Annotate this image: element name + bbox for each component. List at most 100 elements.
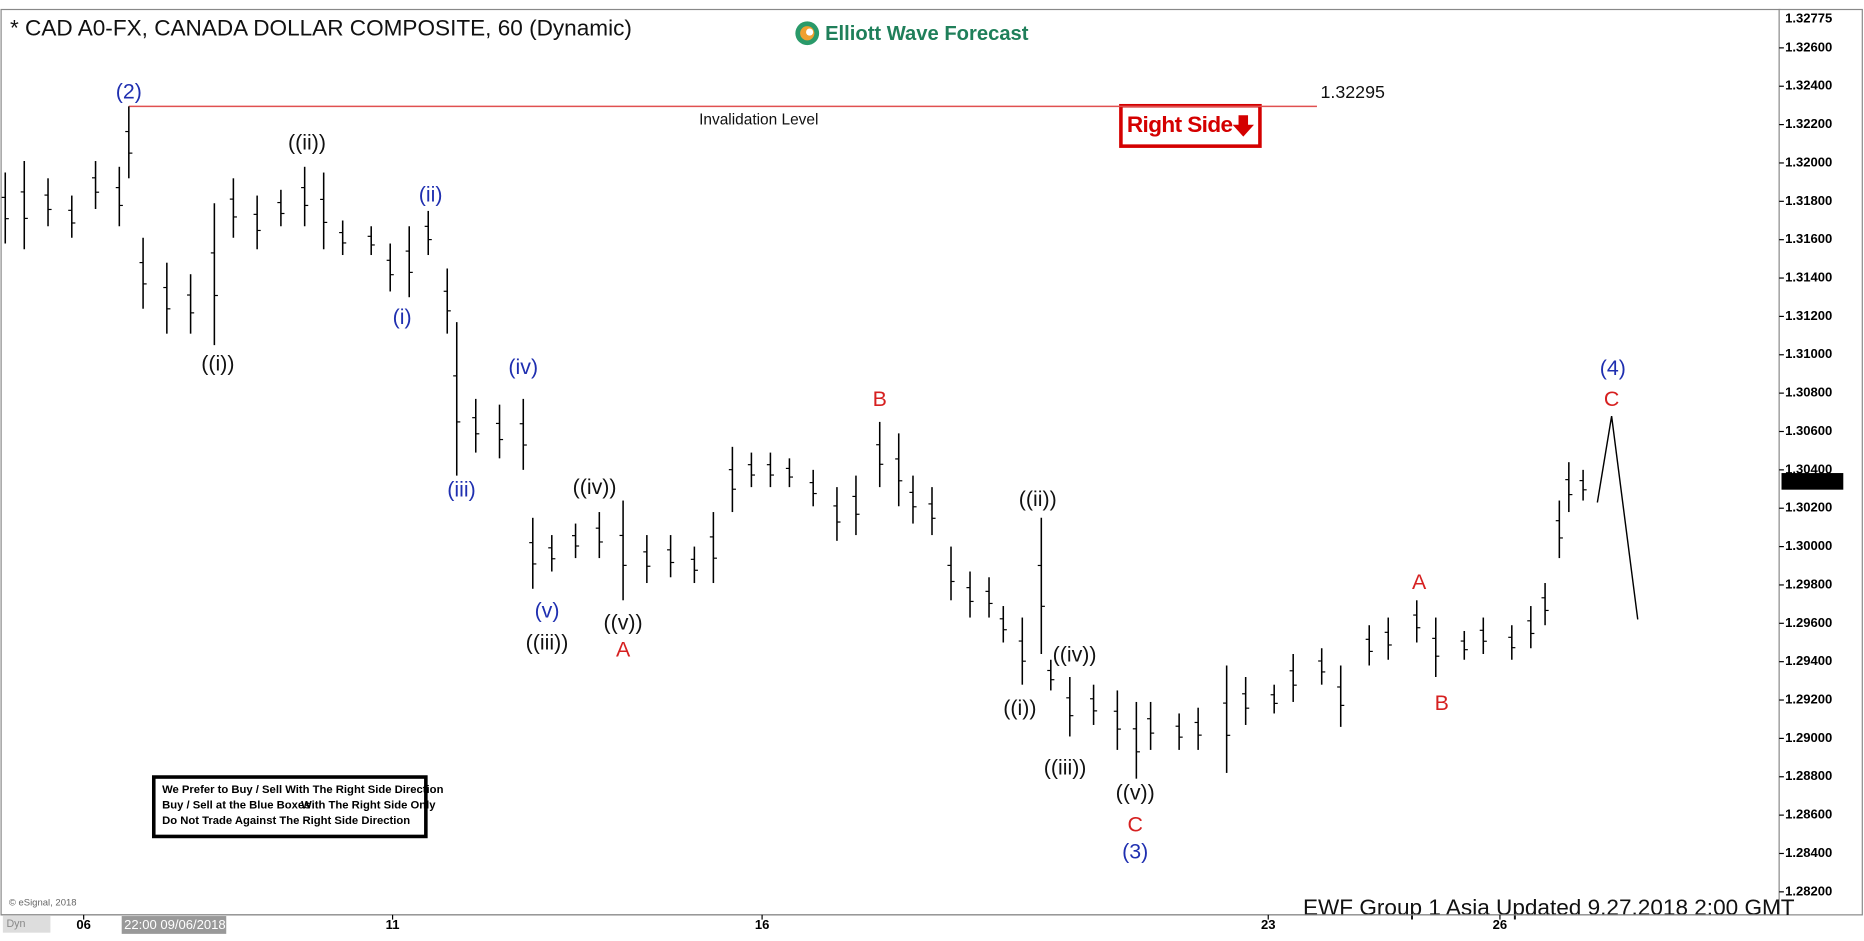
price-bar [187, 274, 195, 334]
wave-label: ((i)) [201, 351, 234, 375]
price-bar [690, 546, 698, 584]
price-bar [424, 210, 432, 256]
price-bar [947, 546, 955, 601]
price-bar [595, 512, 603, 559]
wave-label: B [873, 387, 887, 411]
price-bar [529, 517, 537, 589]
price-bar [709, 512, 717, 584]
price-bar [1018, 617, 1026, 685]
price-bar [1337, 665, 1345, 727]
logo-icon-dot [806, 28, 814, 36]
brand-name: Elliott Wave Forecast [825, 23, 1029, 45]
price-bar [1066, 677, 1074, 737]
price-bar [1460, 630, 1468, 660]
price-bar [443, 268, 451, 334]
price-bar [68, 195, 76, 238]
price-bar [785, 458, 793, 488]
price-bar [253, 195, 261, 250]
wave-label: ((iii)) [526, 631, 569, 655]
price-bar [1037, 517, 1045, 654]
price-bar [1318, 648, 1326, 685]
wave-label: ((v)) [1116, 780, 1155, 804]
price-bar [1413, 600, 1421, 643]
price-bar [1223, 665, 1231, 773]
brand-logo: Elliott Wave Forecast [795, 21, 1029, 46]
y-tick-label: 1.29200 [1785, 691, 1832, 706]
x-tick-label: 11 [386, 917, 400, 932]
y-tick-label: 1.29000 [1785, 730, 1832, 745]
down-arrow [1232, 115, 1254, 137]
price-bar [44, 178, 52, 227]
price-bar [139, 237, 147, 309]
y-tick-label: 1.32600 [1785, 39, 1832, 54]
wave-label: ((iv)) [1053, 642, 1097, 666]
invalidation-text: Invalidation Level [699, 112, 818, 129]
price-bar [301, 166, 309, 227]
price-bar [809, 469, 817, 507]
y-tick-label: 1.32000 [1785, 154, 1832, 169]
price-bar [386, 243, 394, 292]
price-bar [643, 535, 651, 584]
wave-label: ((iii)) [1044, 755, 1087, 779]
right-side-badge: Right Side [1119, 103, 1262, 148]
price-bars [1, 106, 1587, 779]
note-line: We Prefer to Buy / Sell With The Right S… [162, 784, 443, 796]
price-bar [1147, 701, 1155, 750]
price-bar [667, 535, 675, 578]
price-bar [1194, 707, 1202, 750]
price-bar [1270, 684, 1278, 714]
price-bar [766, 452, 774, 488]
wave-label: ((i)) [1003, 696, 1036, 720]
price-bar [277, 189, 285, 227]
price-bar [229, 178, 237, 238]
wave-label: C [1127, 812, 1142, 836]
price-bar [91, 161, 100, 209]
source-note: © eSignal, 2018 [9, 897, 77, 908]
wave-label: ((v)) [603, 610, 642, 634]
cursor-box [121, 916, 227, 934]
badge-text: Right Side [1127, 112, 1233, 137]
price-bar [1242, 677, 1250, 725]
price-bar [928, 487, 936, 536]
price-bar [163, 262, 171, 334]
price-bar [852, 475, 860, 536]
y-tick-label: 1.31200 [1785, 308, 1832, 323]
price-bar [1527, 606, 1535, 649]
price-bar [728, 446, 736, 513]
price-bar [1289, 653, 1297, 702]
price-bar [405, 226, 413, 298]
price-bar [1, 172, 9, 244]
y-tick-label: 1.28200 [1785, 883, 1832, 898]
note-line: Do Not Trade Against The Right Side Dire… [162, 815, 410, 827]
price-bar [367, 226, 375, 256]
wave-label: ((iv)) [573, 475, 617, 499]
price-bar [1384, 617, 1392, 660]
last-price-label: 1.30340 [1785, 473, 1832, 488]
y-tick-label: 1.32400 [1785, 78, 1832, 93]
projection-path [1596, 416, 1639, 620]
price-bar [125, 106, 133, 179]
chart-title: * CAD A0-FX, CANADA DOLLAR COMPOSITE, 60… [10, 16, 632, 41]
y-tick-label: 1.30200 [1785, 500, 1832, 515]
notes-box: We Prefer to Buy / Sell With The Right S… [151, 775, 444, 839]
price-bar [1047, 659, 1055, 691]
y-tick-label: 1.28400 [1785, 845, 1832, 860]
price-bar [966, 571, 974, 618]
high-label: 1.32775 [1785, 11, 1832, 26]
price-bar [339, 220, 347, 256]
wave-label: (3) [1122, 840, 1148, 864]
notes-frame [151, 775, 428, 839]
wave-label: (2) [116, 79, 142, 103]
price-bar [548, 535, 556, 572]
price-bar [20, 161, 28, 250]
price-bar [115, 166, 123, 227]
price-bar [320, 172, 328, 250]
y-tick-label: 1.29800 [1785, 576, 1832, 591]
price-bar [619, 500, 627, 601]
y-tick-label: 1.31600 [1785, 231, 1832, 246]
wave-label: (4) [1600, 356, 1626, 380]
price-bar [1508, 625, 1516, 660]
price-bar [1555, 500, 1563, 559]
y-tick-label: 1.31400 [1785, 269, 1832, 284]
price-bar [1479, 617, 1487, 654]
